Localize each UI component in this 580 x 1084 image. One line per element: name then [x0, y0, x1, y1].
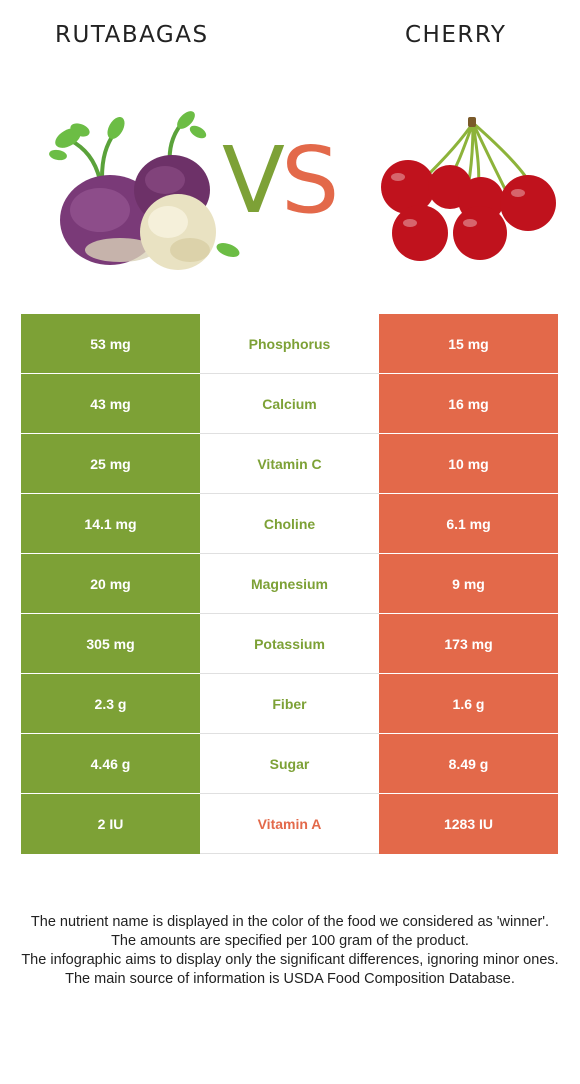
table-row: 14.1 mg Choline 6.1 mg: [21, 494, 558, 554]
nutrient-name: Potassium: [200, 614, 379, 674]
nutrient-name: Fiber: [200, 674, 379, 734]
left-value: 43 mg: [21, 374, 200, 434]
nutrient-name: Phosphorus: [200, 314, 379, 374]
left-value: 305 mg: [21, 614, 200, 674]
table-row: 25 mg Vitamin C 10 mg: [21, 434, 558, 494]
table-row: 43 mg Calcium 16 mg: [21, 374, 558, 434]
footnote-line: The nutrient name is displayed in the co…: [30, 914, 550, 930]
table-row: 2 IU Vitamin A 1283 IU: [21, 794, 558, 854]
right-value: 16 mg: [379, 374, 558, 434]
table-row: 305 mg Potassium 173 mg: [21, 614, 558, 674]
right-value: 6.1 mg: [379, 494, 558, 554]
nutrient-name: Magnesium: [200, 554, 379, 614]
cherry-image: [381, 117, 556, 261]
rutabagas-image: [49, 111, 240, 270]
vs-label: VS: [222, 127, 339, 234]
footnote-line: The main source of information is USDA F…: [65, 971, 515, 987]
nutrient-name: Vitamin C: [200, 434, 379, 494]
nutrient-name: Calcium: [200, 374, 379, 434]
right-value: 9 mg: [379, 554, 558, 614]
right-value: 8.49 g: [379, 734, 558, 794]
nutrient-name: Vitamin A: [200, 794, 379, 854]
right-value: 1.6 g: [379, 674, 558, 734]
footnote: The nutrient name is displayed in the co…: [18, 913, 562, 989]
table-row: 4.46 g Sugar 8.49 g: [21, 734, 558, 794]
footnote-line: The infographic aims to display only the…: [21, 952, 559, 968]
table-row: 20 mg Magnesium 9 mg: [21, 554, 558, 614]
table-row: 2.3 g Fiber 1.6 g: [21, 674, 558, 734]
right-value: 1283 IU: [379, 794, 558, 854]
nutrient-comparison-table: 53 mg Phosphorus 15 mg 43 mg Calcium 16 mg 25 …: [21, 314, 558, 854]
nutrient-name: Sugar: [200, 734, 379, 794]
left-value: 53 mg: [21, 314, 200, 374]
left-value: 2 IU: [21, 794, 200, 854]
nutrient-name: Choline: [200, 494, 379, 554]
left-value: 25 mg: [21, 434, 200, 494]
right-value: 173 mg: [379, 614, 558, 674]
right-value: 15 mg: [379, 314, 558, 374]
left-value: 14.1 mg: [21, 494, 200, 554]
footnote-line: The amounts are specified per 100 gram o…: [111, 933, 469, 949]
left-food-title: RUTABAGAS: [55, 22, 209, 48]
left-value: 20 mg: [21, 554, 200, 614]
right-food-title: CHERRY: [405, 22, 507, 48]
right-value: 10 mg: [379, 434, 558, 494]
left-value: 2.3 g: [21, 674, 200, 734]
left-value: 4.46 g: [21, 734, 200, 794]
table-row: 53 mg Phosphorus 15 mg: [21, 314, 558, 374]
